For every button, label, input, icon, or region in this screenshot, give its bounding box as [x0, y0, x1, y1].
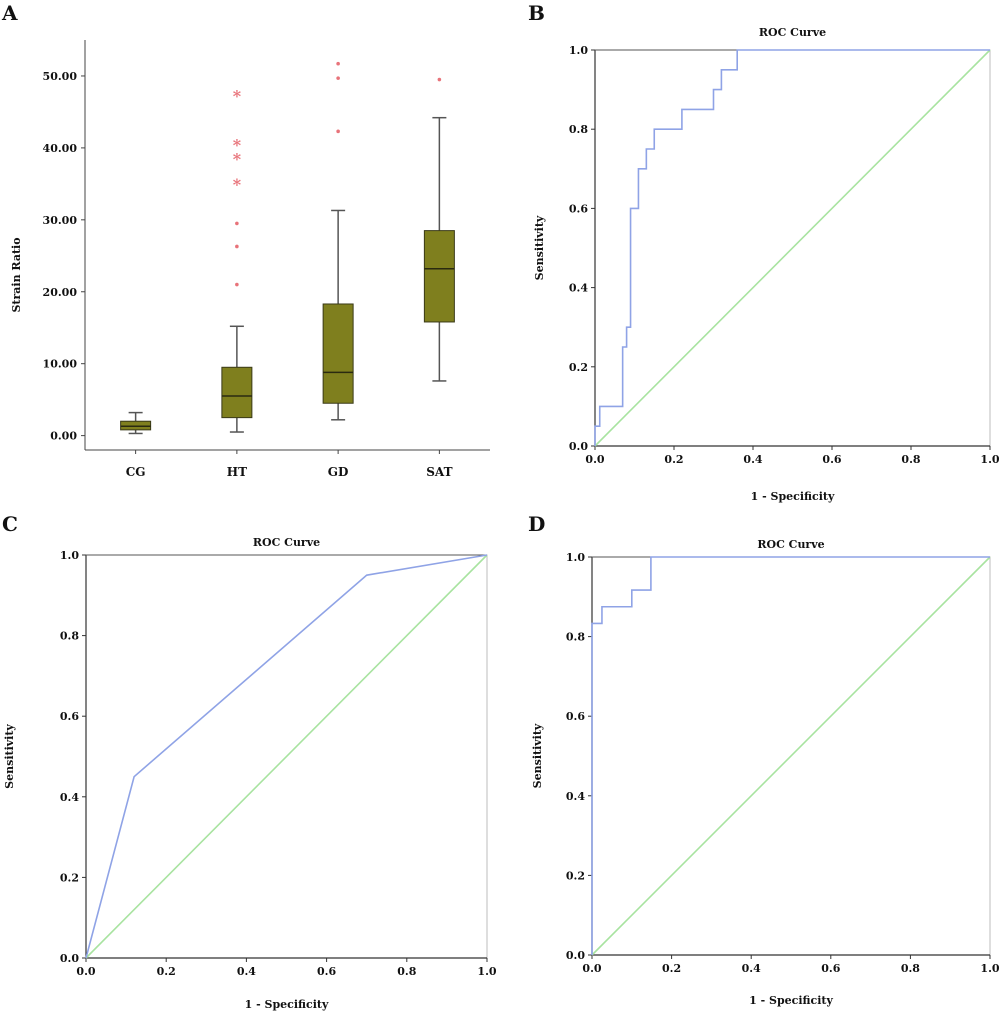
x-tick-label: 0.4: [743, 453, 762, 466]
reference-line: [591, 556, 991, 956]
chart-title: ROC Curve: [253, 536, 320, 549]
x-tick-label: 1.0: [980, 453, 999, 466]
x-tick-label: 0.0: [585, 453, 604, 466]
y-tick-label: 0.2: [60, 871, 79, 884]
panel-letter: B: [528, 1, 545, 25]
y-axis-title: Sensitivity: [533, 215, 546, 280]
y-tick-label: 0.0: [60, 952, 79, 965]
roc-panel-d: 0.0 0.2 0.4 0.6 0.8 1.0 0.0 0.2 0.4 0.6 0.8 1.0 ROC …: [531, 538, 1000, 1007]
y-tick-label: 0.6: [569, 202, 588, 215]
y-tick-label: 10.00: [43, 358, 78, 371]
y-tick-label: 0.8: [60, 630, 79, 643]
y-tick-label: 0.00: [50, 430, 77, 443]
x-tick-label: 0.8: [397, 965, 416, 978]
x-tick-label: 0.2: [157, 965, 176, 978]
box-plot-panel: 0.00 10.00 20.00 30.00 40.00 50.00 CG HT GD SAT St…: [10, 40, 490, 479]
box: [322, 303, 354, 404]
x-tick-label: 0.2: [662, 962, 681, 975]
y-tick-label: 0.6: [60, 710, 79, 723]
outlier-point: [235, 244, 239, 249]
chart-title: ROC Curve: [759, 26, 826, 39]
y-axis-title: Strain Ratio: [10, 237, 23, 312]
x-tick-label: 0.2: [664, 453, 683, 466]
roc-curve: [591, 556, 990, 955]
outlier-point: [336, 76, 340, 80]
x-tick-label: 0.8: [901, 962, 920, 975]
roc-panel-b: 0.0 0.2 0.4 0.6 0.8 1.0 0.0 0.2 0.4 0.6 0.8 1.0 ROC …: [533, 26, 1000, 503]
roc-panel-c: 0.0 0.2 0.4 0.6 0.8 1.0 0.0 0.2 0.4 0.6 0.8 1.0 ROC …: [3, 536, 497, 1011]
category-label: HT: [227, 465, 247, 479]
roc-curve: [594, 49, 990, 446]
box: [221, 366, 253, 419]
y-tick-label: 0.0: [569, 440, 588, 453]
reference-line: [85, 554, 488, 959]
x-tick-label: 0.6: [821, 962, 840, 975]
extreme-point: *: [233, 86, 242, 105]
x-tick-label: 0.6: [822, 453, 841, 466]
x-tick-label: 0.0: [76, 965, 95, 978]
category-label: SAT: [426, 465, 452, 479]
panel-letter: A: [1, 1, 18, 25]
panel-letter: C: [2, 512, 18, 536]
y-tick-label: 20.00: [43, 286, 78, 299]
y-axis-title: Sensitivity: [3, 724, 16, 789]
y-tick-label: 0.6: [566, 710, 585, 723]
outlier-point: [336, 129, 340, 134]
x-tick-label: 1.0: [477, 965, 496, 978]
y-tick-label: 40.00: [43, 142, 78, 155]
y-tick-label: 0.4: [60, 791, 79, 804]
x-tick-label: 0.4: [742, 962, 761, 975]
y-tick-label: 0.2: [566, 869, 585, 882]
x-axis-title: 1 - Specificity: [749, 994, 833, 1007]
reference-line: [594, 49, 991, 447]
x-tick-label: 0.8: [901, 453, 920, 466]
outlier-point: [235, 221, 239, 226]
extreme-point: *: [233, 150, 242, 169]
y-tick-label: 1.0: [566, 551, 585, 564]
y-tick-label: 0.4: [569, 282, 588, 295]
y-tick-label: 0.4: [566, 790, 585, 803]
y-axis-title: Sensitivity: [531, 723, 544, 788]
y-tick-label: 0.8: [569, 123, 588, 136]
category-label: CG: [126, 465, 146, 479]
category-label: GD: [328, 465, 349, 479]
panel-letter: D: [528, 512, 545, 536]
y-tick-label: 1.0: [60, 549, 79, 562]
x-axis-title: 1 - Specificity: [751, 490, 835, 503]
x-axis-title: 1 - Specificity: [245, 998, 329, 1011]
extreme-point: *: [233, 135, 242, 154]
y-tick-label: 0.2: [569, 361, 588, 374]
x-tick-label: 0.0: [582, 962, 601, 975]
outlier-point: [437, 77, 442, 82]
roc-curve: [85, 554, 488, 959]
y-tick-label: 0.0: [566, 949, 585, 962]
chart-title: ROC Curve: [757, 538, 824, 551]
outlier-point: [336, 61, 340, 66]
y-tick-label: 1.0: [569, 44, 588, 57]
extreme-point: *: [233, 175, 242, 194]
y-tick-label: 50.00: [43, 70, 78, 83]
x-tick-label: 1.0: [980, 962, 999, 975]
x-tick-label: 0.4: [237, 965, 256, 978]
box: [423, 230, 455, 323]
outlier-point: [235, 282, 239, 287]
y-tick-label: 0.8: [566, 631, 585, 644]
x-tick-label: 0.6: [317, 965, 336, 978]
y-tick-label: 30.00: [43, 214, 78, 227]
